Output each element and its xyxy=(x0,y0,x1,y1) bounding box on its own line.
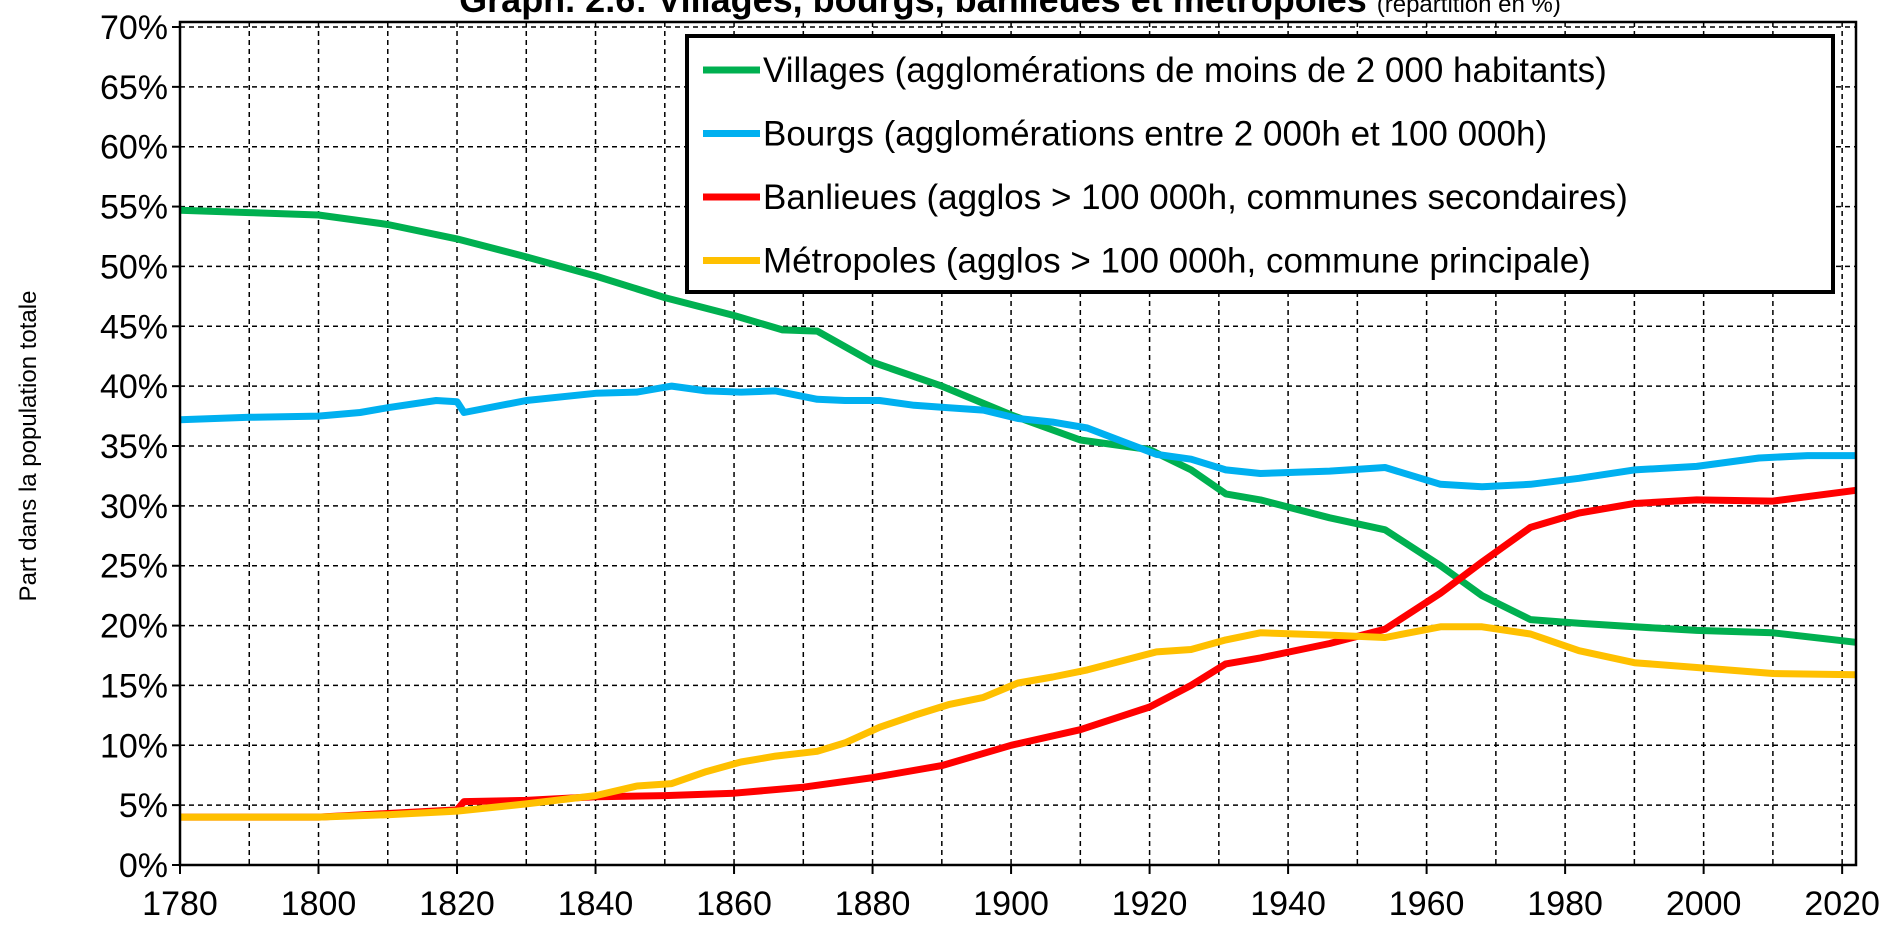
series-line xyxy=(180,486,1857,821)
y-tick-label: 70% xyxy=(100,9,168,47)
y-tick-label: 25% xyxy=(100,548,168,586)
x-tick-label: 1800 xyxy=(281,885,357,923)
y-tick-label: 40% xyxy=(100,368,168,406)
series-line xyxy=(179,206,1857,646)
legend-box xyxy=(685,34,1835,294)
x-tick-label: 1840 xyxy=(558,885,634,923)
plot-frame xyxy=(178,20,1858,867)
x-tick-label: 2000 xyxy=(1666,885,1742,923)
legend-label: Métropoles (agglos > 100 000h, commune p… xyxy=(763,242,1591,281)
y-tick-label: 50% xyxy=(100,248,168,286)
y-tick-label: 10% xyxy=(100,727,168,765)
y-tick-label: 15% xyxy=(100,667,168,705)
x-tick-label: 1820 xyxy=(419,885,495,923)
legend-label: Bourgs (agglomérations entre 2 000h et 1… xyxy=(763,115,1547,154)
x-tick-label: 1860 xyxy=(696,885,772,923)
x-tick-label: 1880 xyxy=(835,885,911,923)
y-tick-label: 5% xyxy=(119,787,168,825)
x-tick-label: 1940 xyxy=(1250,885,1326,923)
y-tick-label: 0% xyxy=(119,847,168,885)
y-tick-label: 45% xyxy=(100,308,168,346)
legend-label: Banlieues (agglos > 100 000h, communes s… xyxy=(763,178,1628,217)
y-tick-label: 30% xyxy=(100,488,168,526)
axes: 0% 5% 10% 15% 20% 25% 30% 35% 40% 45% 50% 55% 60% 65%… xyxy=(100,9,1880,923)
title-text: Graph. 2.6: Villages, bourgs, banlieues … xyxy=(459,0,1367,20)
x-tick-label: 1920 xyxy=(1112,885,1188,923)
series-line xyxy=(180,623,1857,821)
y-tick-label: 60% xyxy=(100,129,168,167)
x-tick-label: 2020 xyxy=(1804,885,1880,923)
y-tick-label: 35% xyxy=(100,428,168,466)
x-tick-label: 1900 xyxy=(973,885,1049,923)
lines xyxy=(179,206,1857,821)
legend-label: Villages (agglomérations de moins de 2 0… xyxy=(763,51,1607,90)
y-tick-label: 65% xyxy=(100,69,168,107)
x-tick-label: 1960 xyxy=(1389,885,1465,923)
y-tick-label: 20% xyxy=(100,608,168,646)
y-tick-label: 55% xyxy=(100,189,168,227)
x-tick-label: 1780 xyxy=(142,885,218,923)
chart-title: Graph. 2.6: Villages, bourgs, banlieues … xyxy=(459,0,1561,20)
y-axis-label: Part dans la population totale xyxy=(15,291,42,602)
x-tick-label: 1980 xyxy=(1527,885,1603,923)
series-line xyxy=(179,382,1856,491)
subtitle-text: (répartition en %) xyxy=(1377,0,1561,18)
legend: Villages (agglomérations de moins de 2 0… xyxy=(685,34,1835,294)
